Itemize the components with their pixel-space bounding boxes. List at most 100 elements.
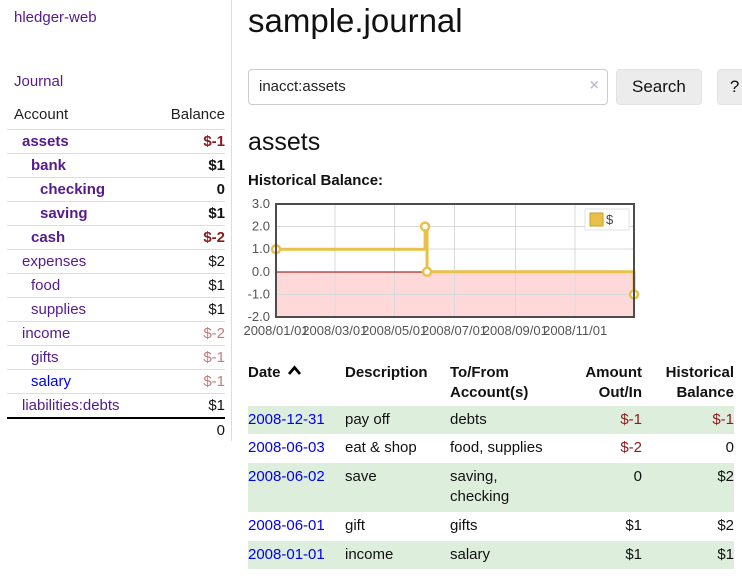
accounts-total-value: 0 [154, 418, 225, 442]
transaction-date-link[interactable]: 2008-01-01 [248, 546, 325, 563]
transaction-date-link[interactable]: 2008-12-31 [248, 411, 325, 428]
transaction-date-link[interactable]: 2008-06-03 [248, 439, 325, 456]
transaction-balance: $-1 [642, 406, 734, 435]
transaction-date-link[interactable]: 2008-06-01 [248, 517, 325, 534]
account-row-bank: bank $1 [7, 154, 225, 178]
svg-text:2.0: 2.0 [252, 219, 270, 234]
account-link-liabilities-debts[interactable]: liabilities:debts [22, 397, 120, 414]
account-link-gifts[interactable]: gifts [31, 349, 59, 366]
transaction-amount: $1 [582, 512, 642, 541]
accounts-header-account: Account [7, 102, 154, 130]
transaction-amount: $-1 [582, 406, 642, 435]
search-button[interactable]: Search [616, 69, 702, 105]
account-balance: $2 [154, 250, 225, 274]
transaction-accounts: salary [442, 541, 582, 570]
svg-text:2008/09/01: 2008/09/01 [483, 323, 548, 338]
transaction-description: save [337, 463, 442, 512]
register-header-row: Date Description To/FromAccount(s) Amoun… [248, 361, 734, 406]
transaction-date-link[interactable]: 2008-06-02 [248, 468, 325, 485]
register-row: 2008-06-01 gift gifts $1 $2 [248, 512, 734, 541]
clear-search-icon[interactable]: × [590, 77, 599, 95]
account-row-salary: salary $-1 [7, 370, 225, 394]
svg-text:3.0: 3.0 [252, 196, 270, 211]
account-link-assets[interactable]: assets [22, 133, 69, 150]
transaction-amount: $-2 [582, 434, 642, 463]
account-row-cash: cash $-2 [7, 226, 225, 250]
transaction-balance: $2 [642, 512, 734, 541]
account-link-salary[interactable]: salary [31, 373, 71, 390]
svg-text:2008/01/01: 2008/01/01 [243, 323, 308, 338]
accounts-header-row: Account Balance [7, 102, 225, 130]
account-row-liabilities-debts: liabilities:debts $1 [7, 394, 225, 419]
svg-text:2008/05/01: 2008/05/01 [362, 323, 427, 338]
svg-text:2008/11/01: 2008/11/01 [543, 323, 607, 338]
historical-balance-chart[interactable]: 3.02.01.00.0-1.0-2.02008/01/012008/03/01… [248, 202, 742, 344]
svg-text:2008/07/01: 2008/07/01 [422, 323, 487, 338]
account-link-food[interactable]: food [31, 277, 60, 294]
account-link-expenses[interactable]: expenses [22, 253, 86, 270]
account-row-saving: saving $1 [7, 202, 225, 226]
account-row-checking: checking 0 [7, 178, 225, 202]
svg-text:-2.0: -2.0 [248, 309, 270, 324]
svg-text:2008/03/01: 2008/03/01 [302, 323, 367, 338]
account-balance: $1 [154, 154, 225, 178]
account-balance: $1 [154, 298, 225, 322]
help-button[interactable]: ? [717, 69, 742, 105]
transaction-balance: $2 [642, 463, 734, 512]
account-link-supplies[interactable]: supplies [31, 301, 86, 318]
account-balance: $-2 [154, 322, 225, 346]
account-row-income: income $-2 [7, 322, 225, 346]
accounts-total-row: 0 [7, 418, 225, 442]
account-balance: $-1 [154, 370, 225, 394]
register-header-date[interactable]: Date [248, 361, 337, 406]
sidebar: hledger-web Journal Account Balance asse… [0, 0, 232, 441]
svg-text:1.0: 1.0 [252, 241, 270, 256]
transaction-amount: $1 [582, 541, 642, 570]
account-balance: $-2 [154, 226, 225, 250]
register-table: Date Description To/FromAccount(s) Amoun… [248, 361, 734, 569]
sort-asc-icon [287, 365, 302, 376]
transaction-description: eat & shop [337, 434, 442, 463]
account-link-income[interactable]: income [22, 325, 70, 342]
main-content: sample.journal × Search ? assets Histori… [248, 0, 742, 569]
account-link-saving[interactable]: saving [40, 205, 88, 222]
register-header-amount: AmountOut/In [582, 361, 642, 406]
account-link-bank[interactable]: bank [31, 157, 66, 174]
account-balance: $-1 [154, 130, 225, 154]
account-row-gifts: gifts $-1 [7, 346, 225, 370]
account-balance: $1 [154, 394, 225, 419]
transaction-amount: 0 [582, 463, 642, 512]
search-form: × Search ? [248, 69, 742, 105]
transaction-accounts: gifts [442, 512, 582, 541]
page-title: sample.journal [248, 0, 742, 40]
search-input[interactable] [248, 69, 608, 105]
sidebar-item-journal[interactable]: Journal [14, 73, 231, 90]
transaction-accounts: food, supplies [442, 434, 582, 463]
transaction-description: gift [337, 512, 442, 541]
register-row: 2008-06-02 save saving, checking 0 $2 [248, 463, 734, 512]
register-header-accounts: To/FromAccount(s) [442, 361, 582, 406]
account-row-assets: assets $-1 [7, 130, 225, 154]
transaction-accounts: debts [442, 406, 582, 435]
account-row-food: food $1 [7, 274, 225, 298]
register-row: 2008-01-01 income salary $1 $1 [248, 541, 734, 570]
account-link-cash[interactable]: cash [31, 229, 65, 246]
transaction-balance: $1 [642, 541, 734, 570]
account-heading: assets [248, 128, 742, 157]
account-balance: $1 [154, 202, 225, 226]
account-row-expenses: expenses $2 [7, 250, 225, 274]
account-balance: $-1 [154, 346, 225, 370]
accounts-header-balance: Balance [154, 102, 225, 130]
chart-title: Historical Balance: [248, 172, 742, 189]
account-balance: $1 [154, 274, 225, 298]
balance-chart[interactable]: 3.02.01.00.0-1.0-2.02008/01/012008/03/01… [248, 202, 648, 344]
svg-text:0.0: 0.0 [252, 264, 270, 279]
register-row: 2008-12-31 pay off debts $-1 $-1 [248, 406, 734, 435]
account-link-checking[interactable]: checking [40, 181, 105, 198]
transaction-description: pay off [337, 406, 442, 435]
transaction-description: income [337, 541, 442, 570]
register-header-balance: HistoricalBalance [642, 361, 734, 406]
svg-text:$: $ [606, 212, 614, 227]
app-brand-link[interactable]: hledger-web [14, 9, 231, 26]
account-balance: 0 [154, 178, 225, 202]
